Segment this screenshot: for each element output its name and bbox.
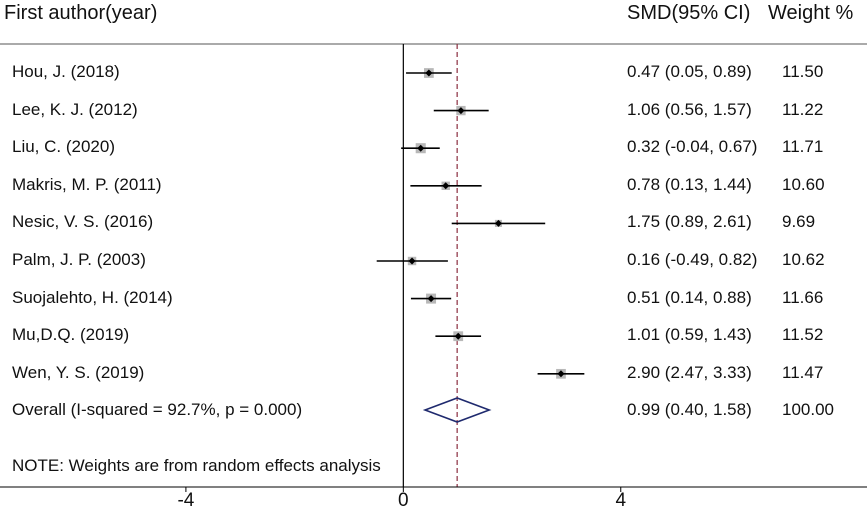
study-weight: 9.69 [782,212,816,232]
study-weight: 11.52 [782,325,824,345]
overall-weight: 100.00 [782,400,834,419]
study-estimate: 0.32 (-0.04, 0.67) [627,137,758,157]
point-estimate [408,257,416,265]
point-estimate [442,182,450,190]
study-weight: 11.50 [782,62,824,81]
study-label: Makris, M. P. (2011) [12,174,162,194]
study-weight: 10.60 [782,174,825,194]
study-estimate: 1.75 (0.89, 2.61) [627,212,752,232]
study-estimate: 0.78 (0.13, 1.44) [627,174,752,194]
study-label: Lee, K. J. (2012) [12,99,138,119]
study-label: Mu,D.Q. (2019) [12,325,130,345]
point-estimate [425,69,433,77]
study-estimate: 0.16 (-0.49, 0.82) [627,250,758,269]
study-weight: 11.22 [782,99,824,119]
point-estimate [494,219,502,227]
study-column-header: First author(year) [4,2,158,24]
study-estimate: 1.01 (0.59, 1.43) [627,325,752,345]
study-estimate: 2.90 (2.47, 3.33) [627,362,752,382]
study-estimate: 0.47 (0.05, 0.89) [627,62,752,81]
x-tick-label: 0 [398,490,409,511]
point-estimate [417,144,425,152]
study-label: Wen, Y. S. (2019) [12,362,145,382]
x-tick-label: 4 [615,490,627,511]
study-estimate: 0.51 (0.14, 0.88) [627,287,752,307]
point-estimate [427,295,435,303]
study-weight: 11.47 [782,362,824,382]
x-tick-label: -4 [177,490,195,511]
study-label: Hou, J. (2018) [12,62,120,81]
overall-label: Overall (I-squared = 92.7%, p = 0.000) [12,400,303,419]
point-estimate [557,370,565,378]
study-label: Suojalehto, H. (2014) [12,287,173,307]
footnote: NOTE: Weights are from random effects an… [12,456,381,475]
study-label: Palm, J. P. (2003) [12,250,146,269]
study-estimate: 1.06 (0.56, 1.57) [627,99,752,119]
study-weight: 10.62 [782,250,825,269]
estimate-column-header: SMD(95% CI) [627,2,751,24]
point-estimate [454,332,462,340]
study-weight: 11.71 [782,137,824,157]
study-weight: 11.66 [782,287,824,307]
overall-estimate: 0.99 (0.40, 1.58) [627,400,752,419]
point-estimate [457,107,465,115]
overall-diamond [422,397,492,423]
weight-column-header: Weight % [768,2,854,24]
study-label: Liu, C. (2020) [12,137,115,157]
study-label: Nesic, V. S. (2016) [12,212,154,232]
